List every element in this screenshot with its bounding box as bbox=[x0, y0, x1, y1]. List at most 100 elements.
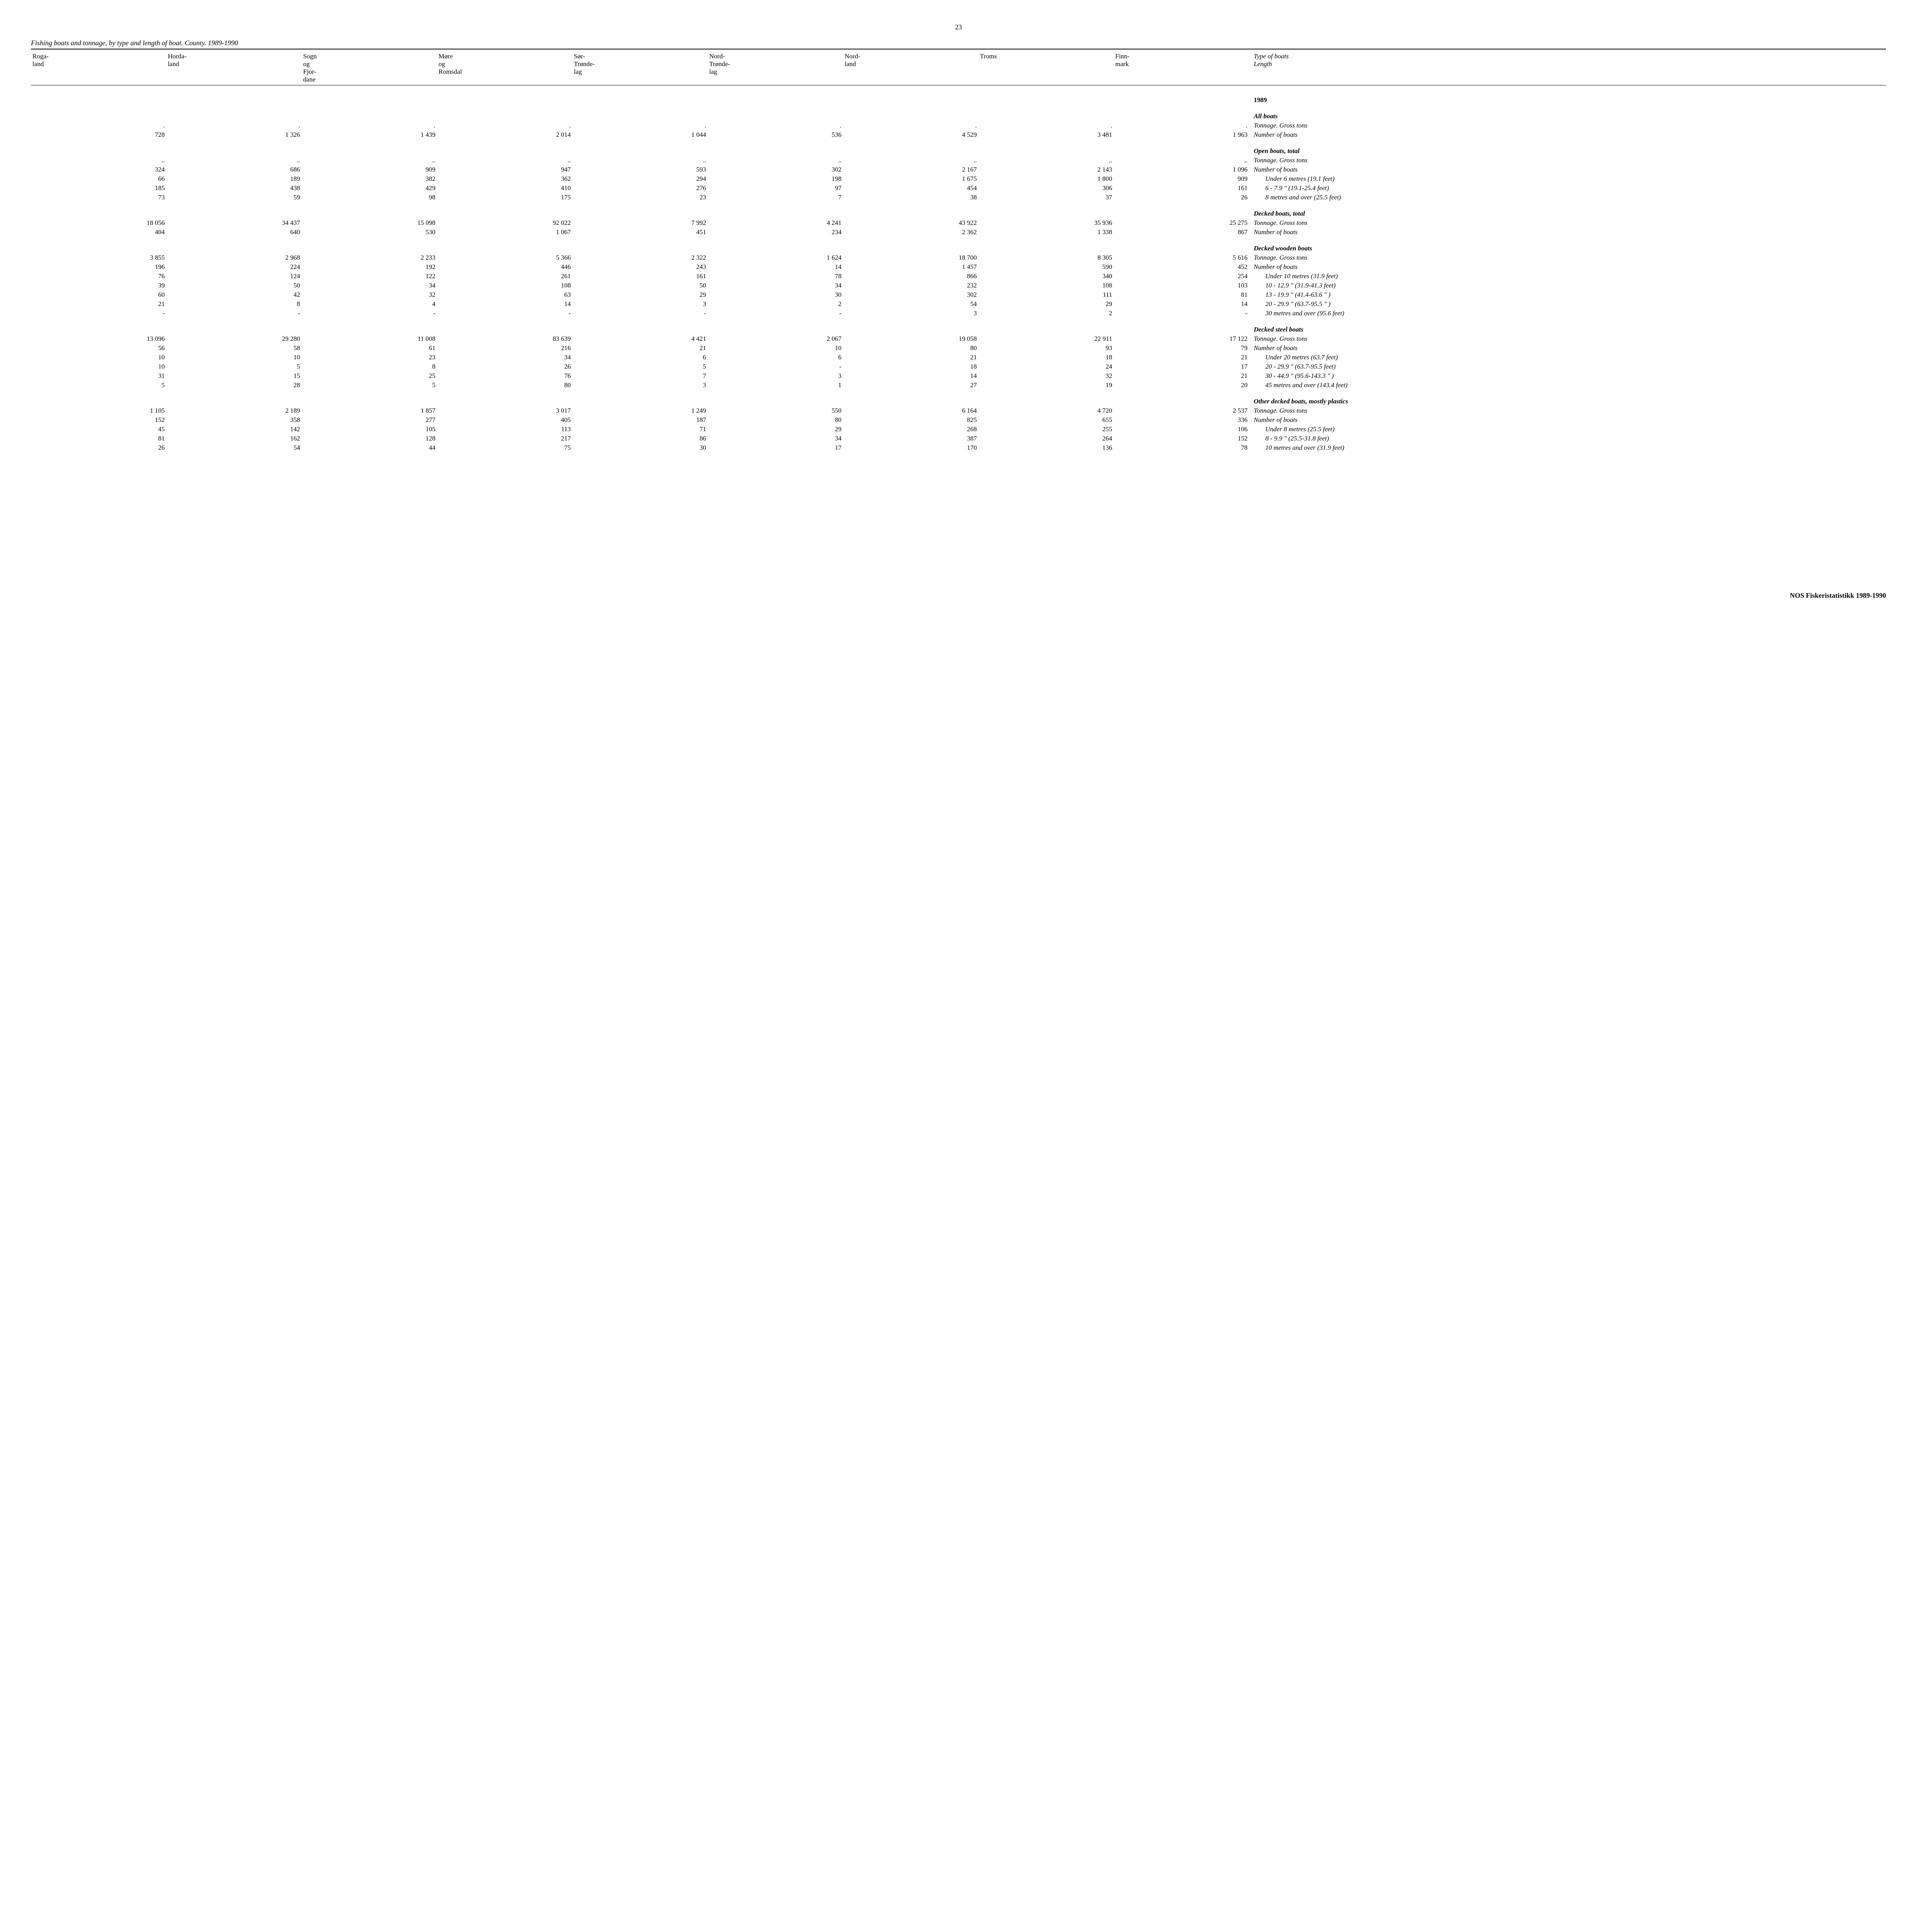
table-head: Roga-landHorda-landSognogFjor-daneMøreog… bbox=[31, 52, 1886, 84]
data-cell: 18 056 bbox=[31, 218, 166, 228]
data-cell: 108 bbox=[437, 281, 572, 290]
table-row: 5658612162110809379Number of boats bbox=[31, 344, 1886, 353]
data-cell: 21 bbox=[1114, 353, 1249, 362]
data-cell: 28 bbox=[166, 381, 301, 390]
data-cell: 187 bbox=[572, 415, 708, 425]
data-cell: 196 bbox=[31, 262, 166, 272]
data-cell: 277 bbox=[301, 415, 437, 425]
table-row: 1 1052 1891 8573 0171 2495506 1644 7202 … bbox=[31, 406, 1886, 415]
data-cell: 42 bbox=[166, 290, 301, 299]
data-cell: 10 bbox=[708, 344, 843, 353]
table-row: 13 09629 28011 00883 6394 4212 06719 058… bbox=[31, 334, 1886, 344]
data-cell: 170 bbox=[843, 443, 978, 452]
data-cell: 224 bbox=[166, 262, 301, 272]
table-row: 196224192446243141 457590452Number of bo… bbox=[31, 262, 1886, 272]
page-number: 23 bbox=[31, 23, 1886, 31]
data-cell: 1 624 bbox=[708, 253, 843, 262]
data-cell: 21 bbox=[843, 353, 978, 362]
data-cell: 60 bbox=[31, 290, 166, 299]
data-cell: 530 bbox=[301, 228, 437, 237]
data-cell: 1 800 bbox=[978, 174, 1113, 184]
data-cell: 429 bbox=[301, 184, 437, 193]
data-cell: 80 bbox=[437, 381, 572, 390]
data-cell: 34 bbox=[437, 353, 572, 362]
data-cell: 23 bbox=[572, 193, 708, 202]
data-cell: 18 bbox=[843, 362, 978, 371]
data-cell: 15 098 bbox=[301, 218, 437, 228]
data-cell: 1 675 bbox=[843, 174, 978, 184]
data-cell: 34 bbox=[708, 281, 843, 290]
data-cell: 1 439 bbox=[301, 130, 437, 139]
data-cell: 1 249 bbox=[572, 406, 708, 415]
data-cell: 655 bbox=[978, 415, 1113, 425]
data-cell: 29 bbox=[708, 425, 843, 434]
data-cell: .. bbox=[572, 156, 708, 165]
table-row: 395034108503423210810310 - 12.9 " (31.9-… bbox=[31, 281, 1886, 290]
data-cell: 404 bbox=[31, 228, 166, 237]
section-heading: Other decked boats, mostly plastics bbox=[1249, 397, 1886, 406]
data-cell: 302 bbox=[708, 165, 843, 174]
row-label: Number of boats bbox=[1249, 165, 1886, 174]
data-cell: 97 bbox=[708, 184, 843, 193]
data-cell: 136 bbox=[978, 443, 1113, 452]
data-cell: 1 067 bbox=[437, 228, 572, 237]
data-cell: 947 bbox=[437, 165, 572, 174]
row-label: Number of boats bbox=[1249, 415, 1886, 425]
column-header: Nord-land bbox=[843, 52, 978, 84]
data-cell: 124 bbox=[166, 272, 301, 281]
column-header: Troms bbox=[978, 52, 1113, 84]
data-cell: 18 700 bbox=[843, 253, 978, 262]
data-cell: 78 bbox=[708, 272, 843, 281]
data-cell: 29 bbox=[978, 299, 1113, 309]
section-heading: All boats bbox=[1249, 112, 1886, 121]
data-cell: .. bbox=[166, 156, 301, 165]
table-body: 1989All boats.........Tonnage. Gross ton… bbox=[31, 84, 1886, 452]
data-cell: 111 bbox=[978, 290, 1113, 299]
data-cell: 1 857 bbox=[301, 406, 437, 415]
data-cell: 7 bbox=[572, 371, 708, 381]
data-cell: 10 bbox=[31, 362, 166, 371]
data-cell: 14 bbox=[843, 371, 978, 381]
footer-text: NOS Fiskeristatistikk 1989-1990 bbox=[31, 592, 1886, 600]
data-cell: 2 537 bbox=[1114, 406, 1249, 415]
data-cell: 63 bbox=[437, 290, 572, 299]
data-cell: 590 bbox=[978, 262, 1113, 272]
data-cell: 142 bbox=[166, 425, 301, 434]
data-cell: 593 bbox=[572, 165, 708, 174]
data-cell: 2 bbox=[708, 299, 843, 309]
data-cell: .. bbox=[301, 156, 437, 165]
data-cell: 5 bbox=[572, 362, 708, 371]
data-cell: 98 bbox=[301, 193, 437, 202]
column-header: Sør-Trønde-lag bbox=[572, 52, 708, 84]
data-cell: 4 241 bbox=[708, 218, 843, 228]
data-cell: 103 bbox=[1114, 281, 1249, 290]
data-cell: 8 305 bbox=[978, 253, 1113, 262]
data-cell: 58 bbox=[166, 344, 301, 353]
data-cell: 1 457 bbox=[843, 262, 978, 272]
data-cell: 446 bbox=[437, 262, 572, 272]
data-cell: 29 280 bbox=[166, 334, 301, 344]
row-label: Tonnage. Gross tons bbox=[1249, 156, 1886, 165]
column-header: Roga-land bbox=[31, 52, 166, 84]
data-cell: 14 bbox=[1114, 299, 1249, 309]
data-cell: 86 bbox=[572, 434, 708, 443]
data-cell: 66 bbox=[31, 174, 166, 184]
data-table: Roga-landHorda-landSognogFjor-daneMøreog… bbox=[31, 52, 1886, 452]
data-cell: 4 720 bbox=[978, 406, 1113, 415]
data-cell: 4 bbox=[301, 299, 437, 309]
data-cell: 56 bbox=[31, 344, 166, 353]
data-cell: 1 326 bbox=[166, 130, 301, 139]
data-cell: 825 bbox=[843, 415, 978, 425]
row-label: 8 - 9.9 " (25.5-31.8 feet) bbox=[1249, 434, 1886, 443]
data-cell: 3 bbox=[843, 309, 978, 318]
data-cell: 324 bbox=[31, 165, 166, 174]
data-cell: 25 bbox=[301, 371, 437, 381]
data-cell: 8 bbox=[166, 299, 301, 309]
data-cell: 5 366 bbox=[437, 253, 572, 262]
data-cell: 76 bbox=[437, 371, 572, 381]
data-cell: 162 bbox=[166, 434, 301, 443]
data-cell: 243 bbox=[572, 262, 708, 272]
table-row: 5285803127192045 metres and over (143.4 … bbox=[31, 381, 1886, 390]
data-cell: 106 bbox=[1114, 425, 1249, 434]
data-cell: 23 bbox=[301, 353, 437, 362]
